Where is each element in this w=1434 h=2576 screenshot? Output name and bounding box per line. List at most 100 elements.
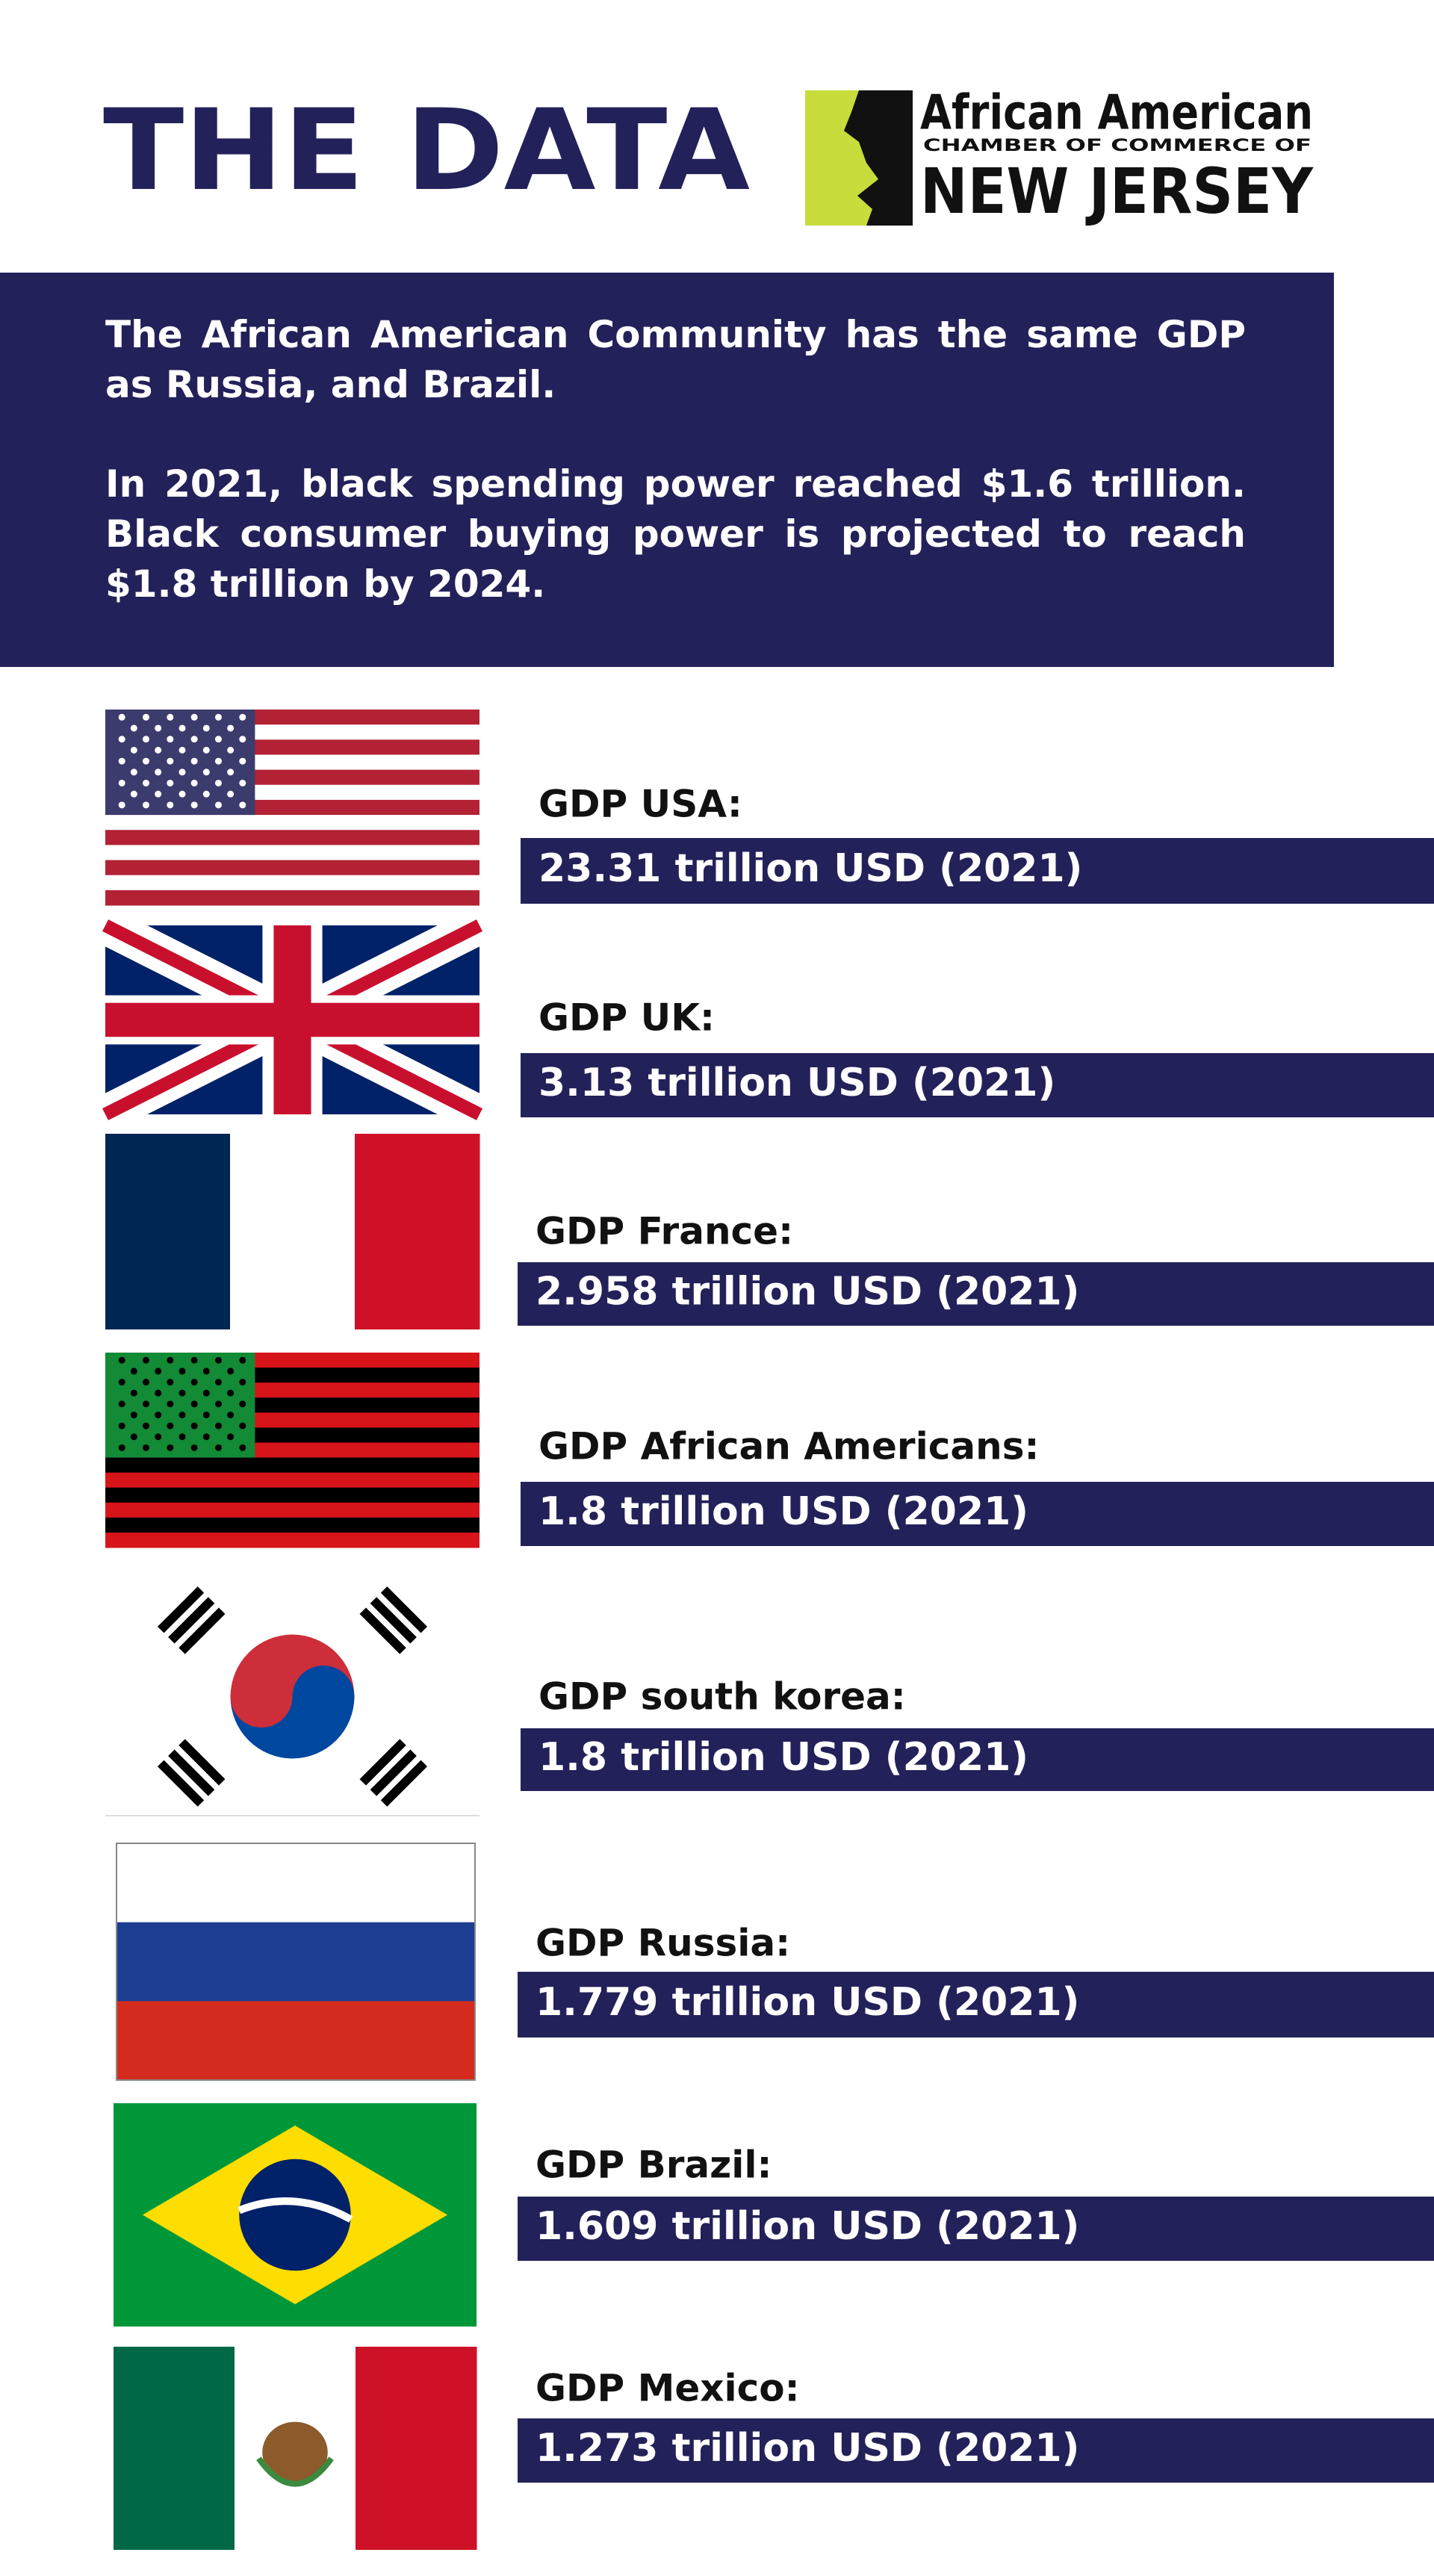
flag-trigram (179, 1739, 226, 1786)
flag-star (118, 1379, 125, 1386)
flag-star (167, 1444, 174, 1451)
flag-star (179, 1389, 186, 1397)
flag-star (130, 1433, 137, 1441)
flag-star (179, 746, 186, 754)
flag-stripe (105, 1457, 479, 1474)
flag-yin (292, 1666, 355, 1728)
logo-line1: African American (920, 86, 1313, 141)
item-value: 1.8 trillion USD (2021) (538, 1735, 1028, 1780)
flag-star (142, 757, 149, 765)
flag-stripe (105, 1472, 479, 1489)
flag-star (239, 736, 246, 743)
flag-stripe (105, 860, 479, 876)
flag-star (214, 1444, 222, 1451)
item: GDP UK: 3.13 trillion USD (2021) (96, 908, 1434, 1132)
item-label: GDP Mexico: (536, 2367, 800, 2410)
flag-star (214, 779, 222, 786)
flag-star (155, 790, 162, 798)
flag-star (130, 1389, 137, 1397)
item-label: GDP Brazil: (536, 2144, 772, 2187)
flag-star (190, 1356, 198, 1364)
flag-star (155, 1433, 162, 1441)
flag-star (155, 1389, 162, 1397)
flag-star (118, 1444, 125, 1451)
flag-star (142, 736, 149, 743)
item: GDP Russia: 1.779 trillion USD (2021) (116, 1843, 1434, 2081)
flag-star (239, 1444, 246, 1451)
flag-star (167, 736, 174, 743)
item-value: 1.273 trillion USD (2021) (536, 2426, 1079, 2471)
flag-star (167, 1422, 174, 1430)
item-value: 1.8 trillion USD (2021) (538, 1489, 1028, 1534)
flag-star (190, 801, 198, 809)
flag-star (118, 1422, 125, 1430)
value-bar (518, 2418, 1434, 2483)
value-bar (518, 2197, 1434, 2261)
flag-star (167, 1379, 174, 1386)
flag-trigram (157, 1760, 205, 1807)
title: THE DATA (103, 86, 750, 216)
flag-trigram (179, 1607, 226, 1654)
flag-stripe (105, 1502, 479, 1518)
flag-trigram (380, 1760, 428, 1807)
value-bar (521, 1728, 1434, 1791)
flag-star (227, 1433, 235, 1441)
flag-star (190, 713, 198, 721)
flag-band (105, 1134, 231, 1329)
item-value: 1.779 trillion USD (2021) (536, 1980, 1079, 2025)
flag-cross (105, 1002, 479, 1037)
logo-line3: NEW JERSEY (920, 155, 1314, 228)
flag-band (356, 2347, 477, 2550)
flag-star (214, 1400, 222, 1408)
flag-star (239, 779, 246, 786)
flag-banner (238, 2197, 353, 2223)
flag-stripe (105, 1517, 479, 1533)
logo-state (844, 90, 913, 226)
flag (105, 1134, 480, 1329)
flag-star (167, 801, 174, 809)
flag-star (179, 1368, 186, 1375)
item: GDP Brazil: 1.609 trillion USD (2021) (114, 2103, 1434, 2327)
flag-star (179, 1411, 186, 1418)
flag-star (202, 790, 210, 798)
flag-star (118, 801, 125, 809)
flag-star (202, 1411, 210, 1418)
flag (114, 2347, 477, 2550)
value-bar (518, 1972, 1434, 2037)
flag-star (130, 1411, 137, 1418)
flag-star (239, 757, 246, 765)
flag-star (142, 1422, 149, 1430)
flag-star (179, 769, 186, 776)
flag-star (227, 746, 235, 754)
flag-stripe (105, 815, 479, 831)
flag-star (179, 724, 186, 732)
flag-star (118, 713, 125, 721)
flag (105, 1353, 479, 1548)
item: GDP France: 2.958 trillion USD (2021) (105, 1134, 1434, 1329)
flag-star (239, 1400, 246, 1408)
flag-star (202, 724, 210, 732)
flag-trigram (157, 1586, 205, 1633)
flag-star (227, 1389, 235, 1397)
flag-star (167, 779, 174, 786)
flag-star (190, 1400, 198, 1408)
flag-star (202, 1433, 210, 1441)
item: GDP south korea: 1.8 trillion USD (2021) (105, 1577, 1434, 1816)
flag-star (214, 713, 222, 721)
flag-band (117, 1922, 475, 2002)
flag-star (227, 1411, 235, 1418)
item-label: GDP African Americans: (538, 1425, 1039, 1468)
flag-trigram (168, 1597, 215, 1644)
flag-star (130, 769, 137, 776)
flag-star (214, 757, 222, 765)
logo-line2: CHAMBER OF COMMERCE OF (923, 137, 1312, 155)
flag-star (214, 1422, 222, 1430)
flag-band (355, 1134, 480, 1329)
flag-star (179, 1433, 186, 1441)
flag-star (239, 1422, 246, 1430)
flag-star (179, 790, 186, 798)
flag (114, 2103, 477, 2327)
intro-paragraph: In 2021, black spending power reached $1… (105, 462, 1246, 606)
flag-star (202, 769, 210, 776)
